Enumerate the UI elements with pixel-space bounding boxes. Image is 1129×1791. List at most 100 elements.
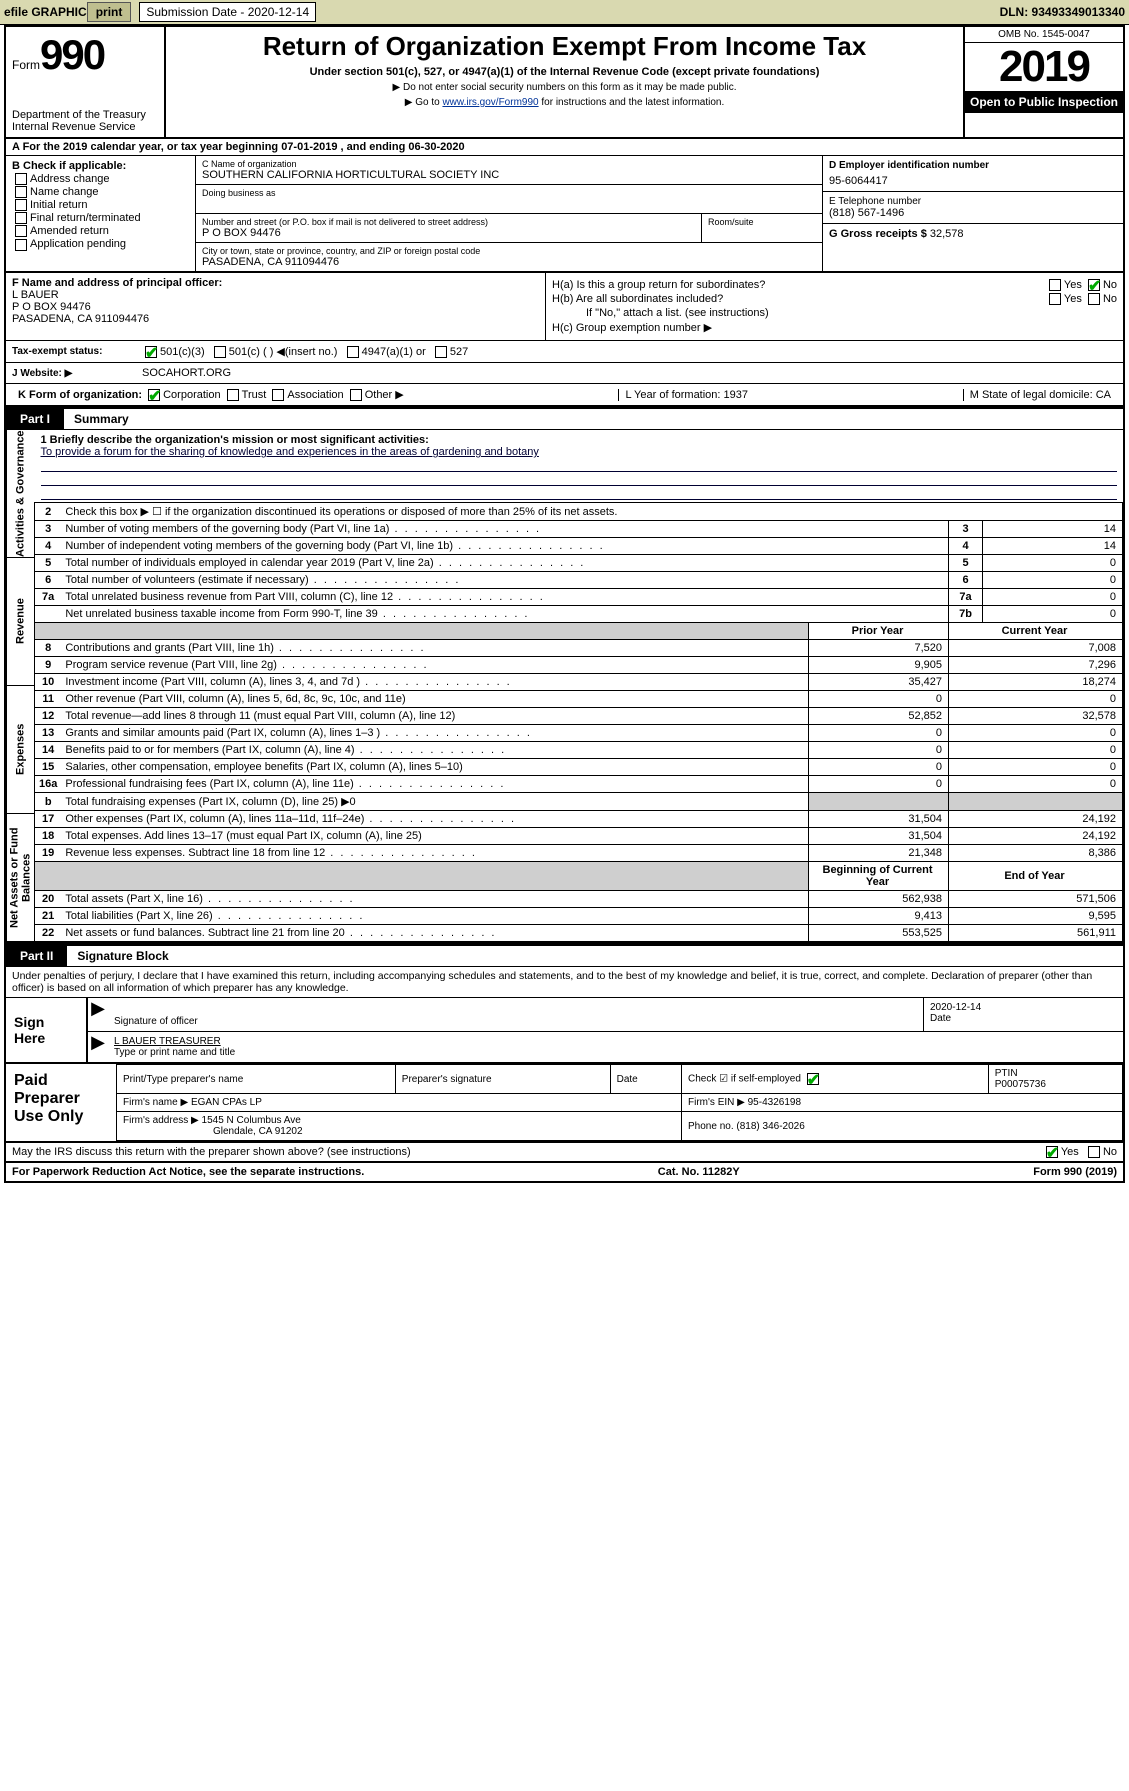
discuss-question: May the IRS discuss this return with the… xyxy=(12,1146,411,1158)
city: PASADENA, CA 911094476 xyxy=(202,256,816,268)
sign-date: 2020-12-14 xyxy=(930,1002,1117,1013)
section-h: H(a) Is this a group return for subordin… xyxy=(546,273,1123,340)
gross-receipts: 32,578 xyxy=(930,228,964,240)
form-header: Form990 Department of the Treasury Inter… xyxy=(6,27,1123,139)
part1-title: Summary xyxy=(64,409,139,429)
org-name: SOUTHERN CALIFORNIA HORTICULTURAL SOCIET… xyxy=(202,169,816,181)
col-header-row: Prior YearCurrent Year xyxy=(35,623,1123,640)
note-ssn: ▶ Do not enter social security numbers o… xyxy=(174,82,955,93)
pra-notice: For Paperwork Reduction Act Notice, see … xyxy=(12,1166,364,1178)
tab-expenses: Expenses xyxy=(6,686,34,814)
date-label: Date xyxy=(930,1013,1117,1024)
table-row: 19Revenue less expenses. Subtract line 1… xyxy=(35,845,1123,862)
chk-application-pending[interactable]: Application pending xyxy=(12,238,189,250)
table-row: 14Benefits paid to or for members (Part … xyxy=(35,742,1123,759)
dept-line2: Internal Revenue Service xyxy=(12,121,158,133)
print-button[interactable]: print xyxy=(87,2,132,22)
mission-text: To provide a forum for the sharing of kn… xyxy=(41,446,539,458)
section-b: B Check if applicable: Address change Na… xyxy=(6,156,196,271)
chk-initial-return[interactable]: Initial return xyxy=(12,199,189,211)
chk-527[interactable] xyxy=(435,346,447,358)
table-row: 13Grants and similar amounts paid (Part … xyxy=(35,725,1123,742)
name-label: Type or print name and title xyxy=(114,1047,1117,1058)
chk-trust[interactable] xyxy=(227,389,239,401)
table-row: 12Total revenue—add lines 8 through 11 (… xyxy=(35,708,1123,725)
omb-number: OMB No. 1545-0047 xyxy=(965,27,1123,43)
discuss-row: May the IRS discuss this return with the… xyxy=(6,1143,1123,1163)
tab-netassets: Net Assets or Fund Balances xyxy=(6,814,34,942)
org-name-row: C Name of organization SOUTHERN CALIFORN… xyxy=(196,156,822,185)
form-ref: Form 990 (2019) xyxy=(1033,1166,1117,1178)
principal-officer: F Name and address of principal officer:… xyxy=(6,273,546,340)
h-b: H(b) Are all subordinates included? Yes … xyxy=(552,293,1117,305)
dln: DLN: 93493349013340 xyxy=(1000,5,1125,19)
sign-here: Sign Here ▶ Signature of officer 2020-12… xyxy=(6,998,1123,1064)
officer-name: L BAUER TREASURER xyxy=(114,1036,1117,1047)
open-inspection: Open to Public Inspection xyxy=(965,91,1123,113)
h-a: H(a) Is this a group return for subordin… xyxy=(552,279,1117,291)
form-prefix: Form xyxy=(12,58,40,72)
paid-label: Paid Preparer Use Only xyxy=(6,1064,116,1141)
website-row: J Website: ▶ SOCAHORT.ORG xyxy=(6,363,1123,384)
firm-name: EGAN CPAs LP xyxy=(191,1097,262,1108)
firm-addr1: 1545 N Columbus Ave xyxy=(202,1115,301,1126)
table-row: bTotal fundraising expenses (Part IX, co… xyxy=(35,793,1123,811)
chk-association[interactable] xyxy=(272,389,284,401)
chk-amended-return[interactable]: Amended return xyxy=(12,225,189,237)
paid-preparer: Paid Preparer Use Only Print/Type prepar… xyxy=(6,1064,1123,1143)
period-row: A For the 2019 calendar year, or tax yea… xyxy=(6,139,1123,156)
part1-table: 1 Briefly describe the organization's mi… xyxy=(34,430,1123,942)
table-row: Net unrelated business taxable income fr… xyxy=(35,606,1123,623)
form-subtitle: Under section 501(c), 527, or 4947(a)(1)… xyxy=(174,66,955,78)
k-l-m-row: K Form of organization: Corporation Trus… xyxy=(6,384,1123,407)
street: P O BOX 94476 xyxy=(202,227,695,239)
header-center: Return of Organization Exempt From Incom… xyxy=(166,27,963,137)
chk-discuss-no[interactable] xyxy=(1088,1146,1100,1158)
chk-final-return[interactable]: Final return/terminated xyxy=(12,212,189,224)
table-row: 4Number of independent voting members of… xyxy=(35,538,1123,555)
chk-4947[interactable] xyxy=(347,346,359,358)
form-number: 990 xyxy=(40,31,104,78)
chk-address-change[interactable]: Address change xyxy=(12,173,189,185)
part2-title: Signature Block xyxy=(67,946,178,966)
sign-here-label: Sign Here xyxy=(6,998,86,1062)
m-state: M State of legal domicile: CA xyxy=(963,389,1117,401)
tab-revenue: Revenue xyxy=(6,558,34,686)
chk-501c[interactable] xyxy=(214,346,226,358)
chk-501c3[interactable] xyxy=(145,346,157,358)
instructions-link[interactable]: www.irs.gov/Form990 xyxy=(442,97,538,108)
mission-label: 1 Briefly describe the organization's mi… xyxy=(41,434,429,446)
chk-self-employed[interactable] xyxy=(807,1073,819,1085)
street-row: Number and street (or P.O. box if mail i… xyxy=(196,214,822,243)
part1-body: Activities & Governance Revenue Expenses… xyxy=(6,430,1123,944)
website: SOCAHORT.ORG xyxy=(142,367,231,379)
chk-discuss-yes[interactable] xyxy=(1046,1146,1058,1158)
table-row: 9Program service revenue (Part VIII, lin… xyxy=(35,657,1123,674)
part2-header: Part II Signature Block xyxy=(6,944,1123,967)
firm-ein: 95-4326198 xyxy=(748,1097,801,1108)
chk-other[interactable] xyxy=(350,389,362,401)
table-row: 10Investment income (Part VIII, column (… xyxy=(35,674,1123,691)
h-c: H(c) Group exemption number ▶ xyxy=(552,321,1117,334)
ptin: P00075736 xyxy=(995,1079,1046,1090)
chk-name-change[interactable]: Name change xyxy=(12,186,189,198)
sig-officer-label: Signature of officer xyxy=(114,1016,917,1027)
tab-governance: Activities & Governance xyxy=(6,430,34,558)
header-left: Form990 Department of the Treasury Inter… xyxy=(6,27,166,137)
footer: For Paperwork Reduction Act Notice, see … xyxy=(6,1163,1123,1181)
section-c: C Name of organization SOUTHERN CALIFORN… xyxy=(196,156,823,271)
form-title: Return of Organization Exempt From Incom… xyxy=(174,31,955,62)
arrow-icon: ▶ xyxy=(88,998,108,1031)
chk-corporation[interactable] xyxy=(148,389,160,401)
sections-d-e-g: D Employer identification number 95-6064… xyxy=(823,156,1123,271)
table-row: 7aTotal unrelated business revenue from … xyxy=(35,589,1123,606)
dba-row: Doing business as xyxy=(196,185,822,214)
self-employed-cell: Check ☑ if self-employed xyxy=(682,1065,989,1094)
table-row: 16aProfessional fundraising fees (Part I… xyxy=(35,776,1123,793)
phone-row: E Telephone number (818) 567-1496 xyxy=(823,192,1123,224)
gross-receipts-row: G Gross receipts $ 32,578 xyxy=(823,224,1123,244)
table-row: 22Net assets or fund balances. Subtract … xyxy=(35,925,1123,942)
part2-label: Part II xyxy=(6,946,67,966)
cat-no: Cat. No. 11282Y xyxy=(658,1166,740,1178)
header-right: OMB No. 1545-0047 2019 Open to Public In… xyxy=(963,27,1123,137)
